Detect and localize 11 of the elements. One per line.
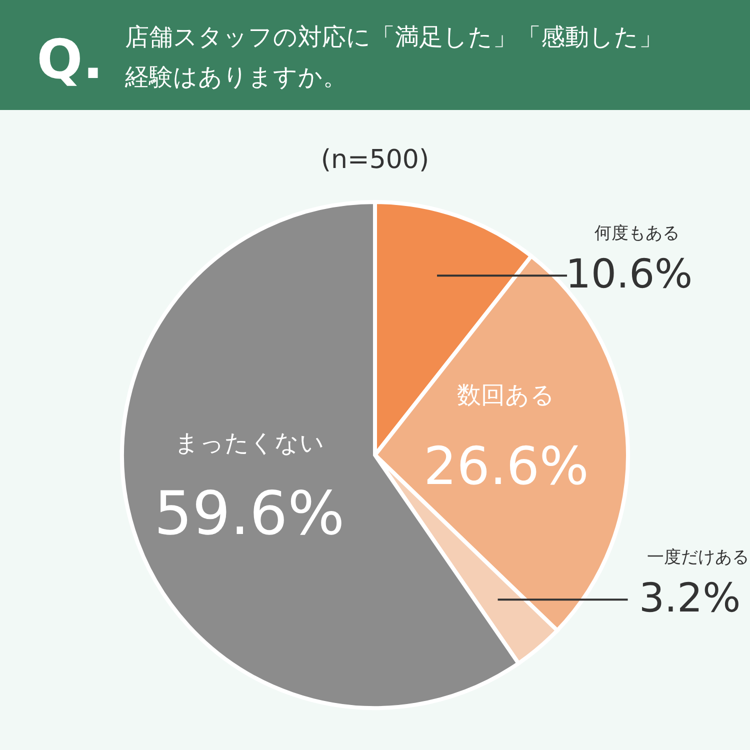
chart-title: 店舗スタッフの対応に「満足した」「感動した」経験はありますか。 (124, 23, 663, 91)
slice-label: 何度もある (594, 224, 680, 244)
data-label: 10.6% (565, 252, 693, 298)
data-label: 3.2% (638, 576, 741, 622)
data-label: 26.6% (424, 436, 589, 497)
text: Q. (36, 28, 104, 91)
data-label: 59.6% (154, 479, 345, 550)
slice-label: まったくない (174, 429, 324, 458)
slice-label: 数回ある (457, 380, 556, 409)
slice-label: 一度だけある (646, 548, 749, 568)
chart-subtitle: (n=500) (320, 145, 430, 175)
